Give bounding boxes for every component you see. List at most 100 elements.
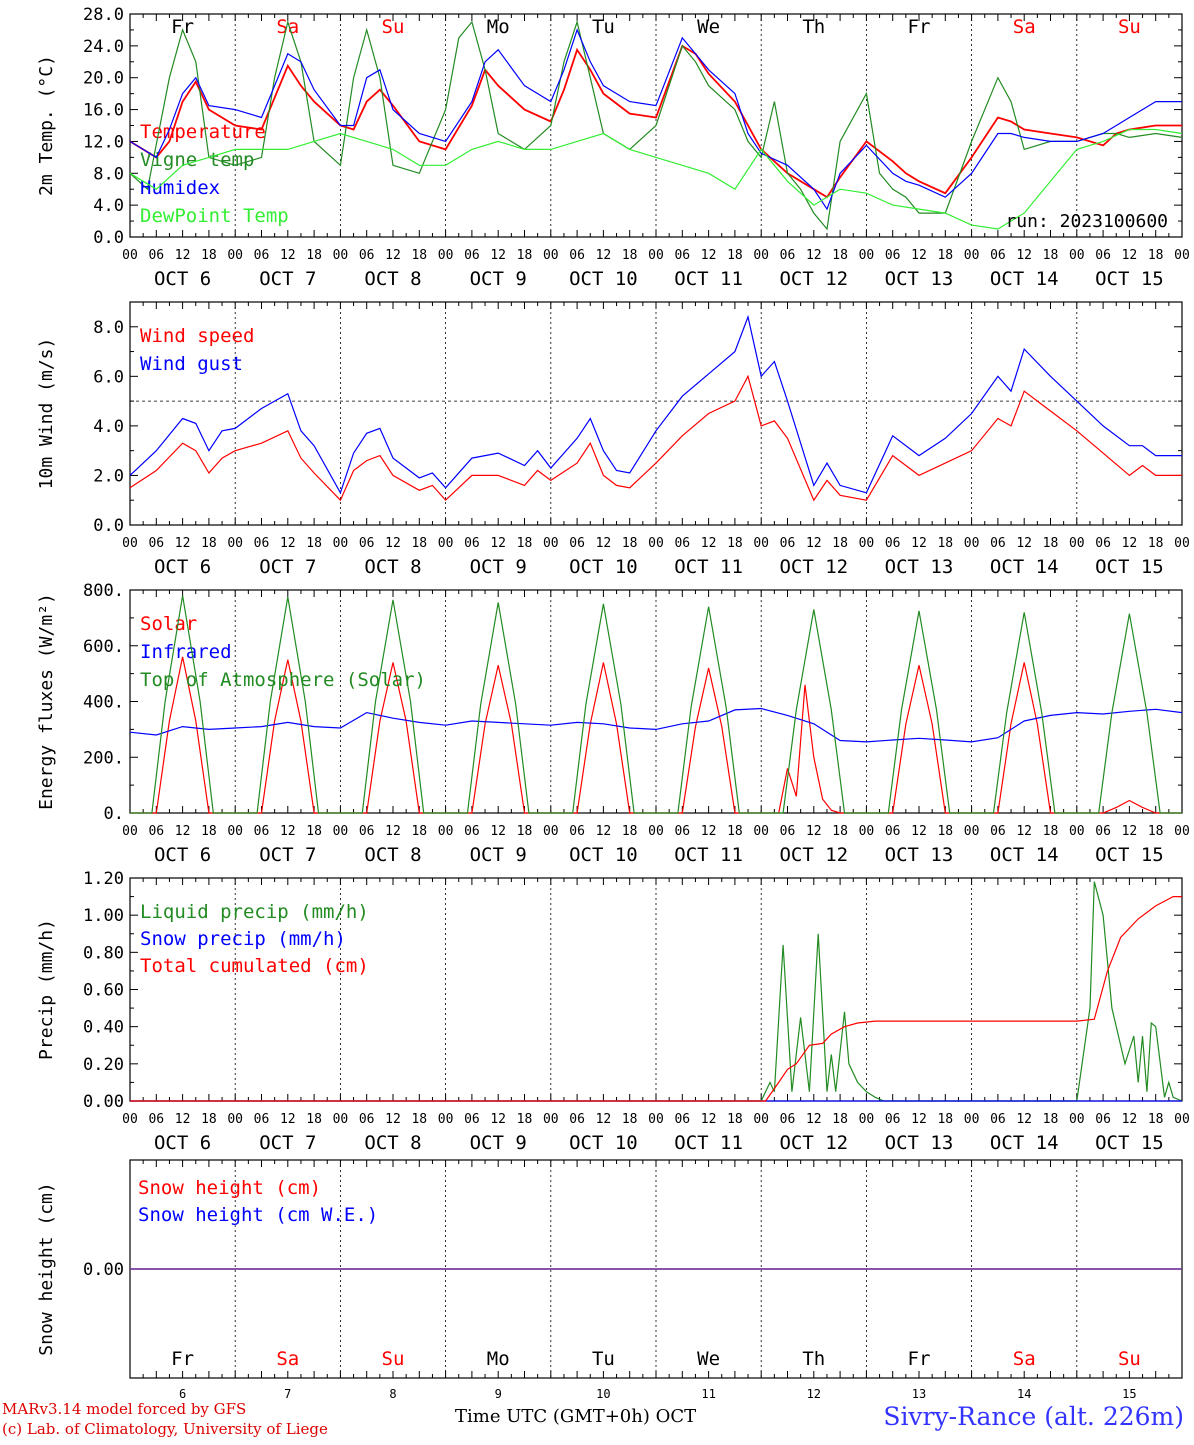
x-hour-label: 06	[674, 1112, 690, 1127]
weekday-label: Su	[1118, 1348, 1141, 1370]
x-hour-label: 00	[543, 536, 559, 551]
x-hour-label: 06	[254, 536, 270, 551]
y-tick-label: 0.20	[83, 1055, 124, 1075]
x-day-label: OCT 14	[990, 844, 1059, 866]
series-line	[129, 19, 1183, 231]
x-hour-label: 18	[832, 248, 848, 263]
x-hour-label: 00	[648, 536, 664, 551]
weekday-label: Th	[802, 1348, 825, 1370]
x-hour-label: 12	[1122, 824, 1138, 839]
x-hour-label: 18	[1148, 824, 1164, 839]
x-hour-label: 06	[1095, 824, 1111, 839]
x-day-label: OCT 10	[569, 1132, 638, 1154]
series-line	[129, 28, 1182, 211]
y-tick-label: 28.0	[83, 5, 124, 25]
x-hour-label: 12	[1016, 1112, 1032, 1127]
x-hour-label: 00	[753, 248, 769, 263]
weekday-label: Fr	[908, 16, 931, 38]
x-day-label: OCT 9	[470, 556, 527, 578]
legend-entry: Temperature	[140, 121, 266, 143]
series-line	[129, 707, 1183, 743]
x-hour-label: 18	[727, 248, 743, 263]
series-line	[129, 314, 1182, 495]
x-hour-label: 18	[937, 1112, 953, 1127]
x-hour-label: 12	[911, 536, 927, 551]
x-day-label: OCT 15	[1095, 844, 1164, 866]
x-hour-label: 12	[280, 248, 296, 263]
x-hour-label: 00	[1174, 824, 1190, 839]
x-hour-label: 12	[806, 248, 822, 263]
x-hour-label: 00	[1069, 1112, 1085, 1127]
x-day-label: OCT 15	[1095, 1132, 1164, 1154]
x-hour-label: 12	[280, 536, 296, 551]
x-day-label: OCT 12	[779, 268, 848, 290]
legend-entry: DewPoint Temp	[140, 205, 289, 227]
x-hour-label: 12	[490, 824, 506, 839]
y-tick-label: 0.	[104, 804, 124, 824]
y-axis-label: Snow height (cm)	[36, 1182, 57, 1355]
x-hour-label: 18	[1148, 1112, 1164, 1127]
x-hour-label: 06	[1095, 248, 1111, 263]
x-hour-label: 06	[780, 536, 796, 551]
legend-entry: Vigne temp	[140, 149, 254, 171]
x-hour-label: 12	[701, 1112, 717, 1127]
x-hour-label: 18	[622, 824, 638, 839]
x-day-label: OCT 10	[569, 844, 638, 866]
y-tick-label: 6.0	[93, 367, 124, 387]
day-number-label: 15	[1122, 1387, 1136, 1401]
x-hour-label: 06	[359, 536, 375, 551]
x-hour-label: 12	[490, 536, 506, 551]
x-hour-label: 12	[280, 824, 296, 839]
x-hour-label: 12	[175, 536, 191, 551]
day-number-label: 8	[389, 1387, 396, 1401]
x-hour-label: 00	[753, 536, 769, 551]
x-hour-label: 18	[727, 824, 743, 839]
x-hour-label: 06	[464, 536, 480, 551]
day-number-label: 9	[495, 1387, 502, 1401]
x-hour-label: 00	[648, 248, 664, 263]
x-hour-label: 12	[385, 824, 401, 839]
station-label: Sivry-Rance (alt. 226m)	[883, 1402, 1184, 1431]
x-hour-label: 06	[464, 824, 480, 839]
x-hour-label: 12	[596, 1112, 612, 1127]
x-hour-label: 06	[254, 248, 270, 263]
x-hour-label: 18	[201, 1112, 217, 1127]
x-hour-label: 12	[911, 824, 927, 839]
weekday-label: Tu	[592, 16, 615, 38]
legend-entry: Total cumulated (cm)	[140, 955, 369, 977]
legend-entry: Wind gust	[140, 353, 243, 375]
x-hour-label: 06	[569, 248, 585, 263]
x-hour-label: 00	[859, 248, 875, 263]
x-hour-label: 06	[990, 536, 1006, 551]
x-hour-label: 18	[517, 824, 533, 839]
x-hour-label: 12	[806, 1112, 822, 1127]
series-line	[130, 595, 1182, 814]
x-hour-label: 18	[622, 536, 638, 551]
x-day-label: OCT 10	[569, 556, 638, 578]
x-hour-label: 12	[385, 1112, 401, 1127]
y-tick-label: 4.0	[93, 417, 124, 437]
x-hour-label: 12	[1016, 248, 1032, 263]
x-day-label: OCT 8	[364, 1132, 421, 1154]
x-hour-label: 18	[517, 1112, 533, 1127]
x-hour-label: 06	[780, 824, 796, 839]
x-hour-label: 18	[201, 824, 217, 839]
x-hour-label: 18	[411, 536, 427, 551]
x-hour-label: 06	[569, 1112, 585, 1127]
x-hour-label: 12	[280, 1112, 296, 1127]
x-hour-label: 18	[937, 536, 953, 551]
x-hour-label: 18	[1148, 248, 1164, 263]
x-day-label: OCT 14	[990, 556, 1059, 578]
weekday-label: Tu	[592, 1348, 615, 1370]
legend-entry: Humidex	[140, 177, 220, 199]
x-hour-label: 18	[411, 824, 427, 839]
x-hour-label: 18	[306, 248, 322, 263]
x-day-label: OCT 8	[364, 556, 421, 578]
x-hour-label: 18	[306, 1112, 322, 1127]
x-hour-label: 06	[359, 1112, 375, 1127]
y-tick-label: 800.	[83, 581, 124, 601]
x-hour-label: 00	[1174, 536, 1190, 551]
x-day-label: OCT 6	[154, 844, 211, 866]
x-hour-label: 00	[859, 1112, 875, 1127]
x-hour-label: 00	[438, 536, 454, 551]
